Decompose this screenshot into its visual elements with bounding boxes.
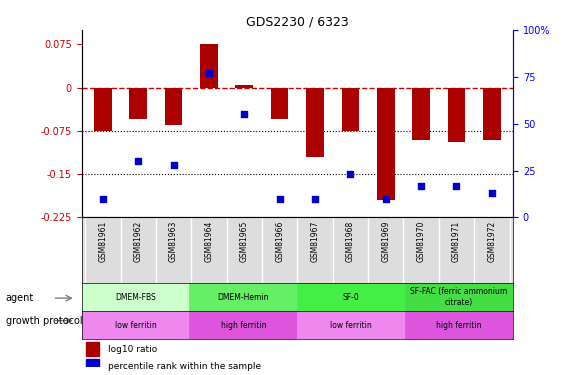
Text: high ferritin: high ferritin [436,321,482,330]
Point [381,196,391,202]
Bar [86,359,99,373]
Text: percentile rank within the sample: percentile rank within the sample [107,362,261,370]
Text: GSM81970: GSM81970 [417,221,426,262]
Bar [94,88,112,131]
Bar [405,311,513,339]
Bar [448,88,465,142]
Text: low ferritin: low ferritin [331,321,372,330]
Text: DMEM-Hemin: DMEM-Hemin [217,292,269,302]
Bar [189,283,297,311]
Point [275,196,285,202]
Bar [412,88,430,140]
Point [240,111,249,117]
Point [346,171,355,177]
Bar [165,88,182,125]
Text: GSM81964: GSM81964 [205,221,213,262]
Bar [82,283,189,311]
Bar [82,311,189,339]
Point [204,70,213,76]
Bar [342,88,359,131]
Point [416,183,426,189]
Bar [405,283,513,311]
Point [134,158,143,164]
Point [452,183,461,189]
Text: high ferritin: high ferritin [220,321,266,330]
Text: GSM81963: GSM81963 [169,221,178,262]
Text: log10 ratio: log10 ratio [107,345,157,354]
Text: GSM81971: GSM81971 [452,221,461,262]
Bar [297,311,405,339]
Point [310,196,319,202]
Point [98,196,107,202]
Text: growth protocol: growth protocol [6,316,82,326]
Text: GSM81966: GSM81966 [275,221,284,262]
Bar [236,85,253,88]
Text: SF-FAC (ferric ammonium
citrate): SF-FAC (ferric ammonium citrate) [410,288,508,307]
Text: GSM81968: GSM81968 [346,221,355,262]
Text: GSM81961: GSM81961 [99,221,107,262]
Text: GSM81967: GSM81967 [311,221,319,262]
Text: GSM81965: GSM81965 [240,221,249,262]
Bar [86,342,99,356]
Bar [271,88,289,119]
Text: GSM81969: GSM81969 [381,221,390,262]
Text: SF-0: SF-0 [343,292,360,302]
Text: GSM81962: GSM81962 [134,221,143,262]
Text: GSM81972: GSM81972 [487,221,496,262]
Bar [189,311,297,339]
Bar [483,88,501,140]
Point [169,162,178,168]
Text: agent: agent [6,293,34,303]
Bar [377,88,395,200]
Bar [297,283,405,311]
Bar [306,88,324,157]
Text: low ferritin: low ferritin [115,321,156,330]
Title: GDS2230 / 6323: GDS2230 / 6323 [246,16,349,29]
Bar [200,44,218,88]
Bar [129,88,147,119]
Point [487,190,497,196]
Text: DMEM-FBS: DMEM-FBS [115,292,156,302]
